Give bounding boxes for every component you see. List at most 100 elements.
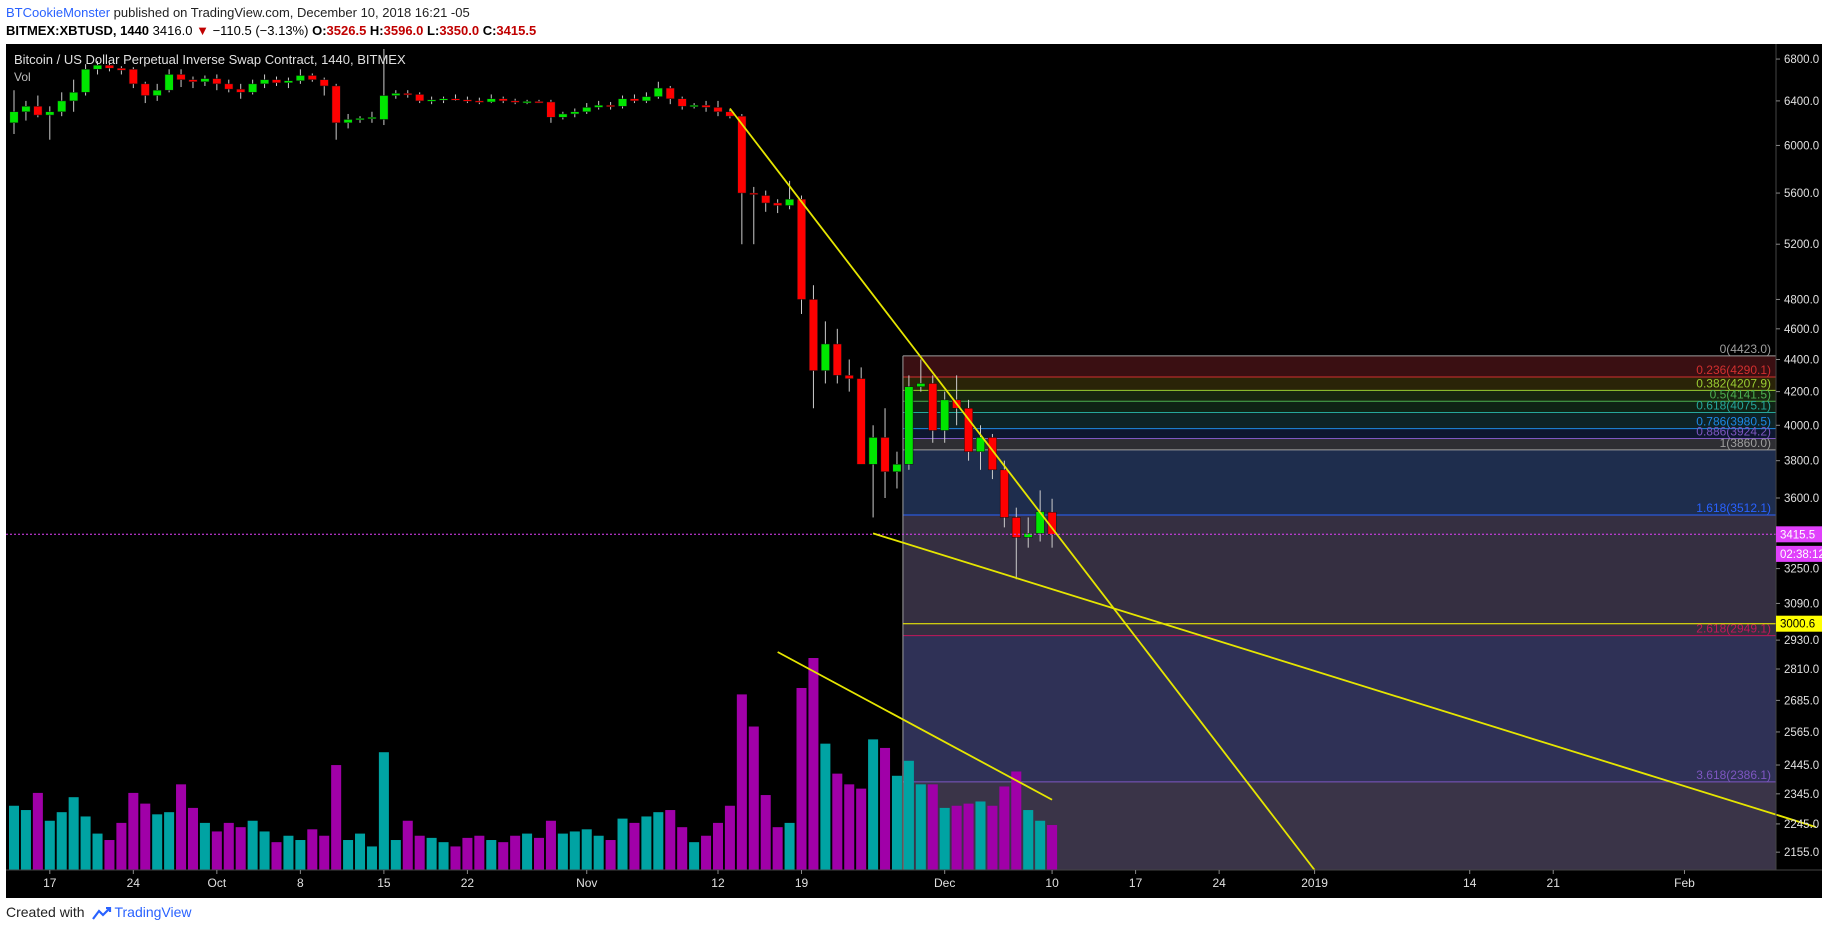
volume-bar: [366, 846, 377, 870]
candle-body: [1023, 533, 1033, 538]
volume-bar: [629, 822, 640, 870]
price-tick-label: 2155.0: [1784, 847, 1819, 859]
volume-bar: [140, 803, 151, 870]
candle-body: [737, 115, 747, 194]
candle-body: [260, 79, 269, 85]
footer: Created with TradingView: [6, 904, 192, 923]
time-tick-label: 15: [377, 876, 391, 890]
volume-bar: [820, 743, 831, 870]
volume-bar: [402, 820, 413, 870]
candle-body: [343, 119, 353, 124]
price-tick-label: 5200.0: [1784, 239, 1819, 251]
time-tick-label: 17: [1129, 876, 1143, 890]
fib-level-label: 2.618(2949.1): [1696, 622, 1771, 636]
candle-body: [474, 100, 484, 103]
publish-info: BTCookieMonster published on TradingView…: [6, 5, 470, 20]
volume-bar: [772, 827, 783, 870]
volume-bar: [748, 726, 759, 870]
high-label: H:: [369, 23, 384, 38]
volume-bar: [104, 840, 115, 870]
candle-body: [462, 99, 472, 102]
volume-bar: [414, 835, 425, 870]
price-change: −110.5 (−3.13%): [212, 23, 309, 38]
fib-level-label: 0.5(4141.5): [1710, 387, 1771, 401]
time-tick-label: 12: [711, 876, 725, 890]
tradingview-logo-icon: [92, 906, 112, 923]
volume-bar: [927, 784, 938, 870]
candle-body: [272, 79, 281, 84]
fib-level-label: 0(4423.0): [1720, 342, 1771, 356]
price-tick-label: 2685.0: [1784, 695, 1819, 707]
volume-bar: [796, 687, 807, 870]
volume-bar: [295, 840, 306, 870]
price-tick-label: 6000.0: [1784, 140, 1819, 152]
candle-body: [451, 98, 460, 101]
price-axis[interactable]: 6800.0 6400.0 6000.0 5600.0 5200.0 4800.0 4600…: [1776, 54, 1819, 859]
volume-bar: [1011, 771, 1022, 870]
candle-body: [665, 87, 675, 99]
candle-body: [522, 101, 532, 104]
volume-bar: [557, 833, 568, 870]
price-marker-label: 3415.5: [1780, 529, 1815, 541]
volume-bar: [1035, 820, 1046, 870]
volume-bar: [856, 788, 867, 870]
volume-bar: [32, 792, 43, 870]
last-price: 3416.0: [152, 23, 193, 38]
volume-bar: [223, 822, 234, 870]
volume-bar: [569, 831, 580, 870]
open-value: 3526.5: [326, 23, 367, 38]
candle-body: [868, 437, 878, 465]
candle-body: [307, 75, 317, 80]
volume-bar: [891, 775, 902, 870]
price-tick-label: 4800.0: [1784, 294, 1819, 306]
volume-bar: [689, 842, 700, 870]
candle-body: [785, 198, 795, 206]
fibonacci-extension: 0(4423.0) 0.236(4290.1)0.382(4207.9)0.5(4…: [902, 342, 1776, 870]
volume-bar: [975, 801, 986, 870]
price-markers: 3415.5 02:38:12 3000.6: [1776, 526, 1825, 632]
volume-bar: [736, 694, 747, 870]
fib-zone: [902, 355, 1776, 377]
volume-bar: [617, 818, 628, 870]
candle-body: [582, 107, 592, 113]
volume-bar: [903, 760, 914, 870]
volume-bar: [701, 835, 712, 870]
candle-body: [749, 192, 759, 195]
price-marker: [1776, 545, 1822, 562]
volume-bar: [939, 807, 950, 870]
candle-body: [761, 195, 771, 204]
author-link[interactable]: BTCookieMonster: [6, 5, 111, 20]
volume-bar: [355, 833, 366, 870]
candle-body: [999, 469, 1009, 518]
candle-body: [809, 299, 818, 371]
tradingview-link[interactable]: TradingView: [114, 904, 192, 920]
candle-body: [1011, 517, 1021, 538]
close-label: C:: [482, 23, 497, 38]
candle-body: [677, 98, 687, 107]
price-tick-label: 4000.0: [1784, 420, 1819, 432]
volume-bar: [176, 784, 187, 870]
fib-level-label: 0.618(4075.1): [1696, 398, 1771, 412]
candle-body: [773, 202, 783, 206]
volume-bar: [760, 795, 771, 870]
price-tick-label: 2445.0: [1784, 760, 1819, 772]
fib-zone: [902, 428, 1776, 439]
publish-text: published on TradingView.com, December 1…: [113, 5, 470, 20]
price-tick-label: 4600.0: [1784, 324, 1819, 336]
time-axis[interactable]: 17 24 Oct 8 15 22 Nov 12 19 Dec 10 17 24 2019 14 21 Feb: [43, 870, 1695, 890]
candle-body: [713, 107, 723, 113]
volume-bar: [68, 797, 79, 870]
candle-body: [844, 375, 854, 379]
trend-line: [729, 107, 1316, 871]
candle-body: [45, 111, 55, 116]
candle-body: [630, 98, 639, 102]
volume-bar: [963, 803, 974, 870]
volume-bar: [8, 805, 20, 870]
volume-bar: [915, 784, 926, 870]
price-tick-label: 3250.0: [1784, 564, 1819, 576]
volume-bar: [152, 814, 163, 870]
volume-bar: [450, 846, 461, 870]
candle-body: [892, 464, 902, 472]
candle-body: [355, 118, 365, 121]
